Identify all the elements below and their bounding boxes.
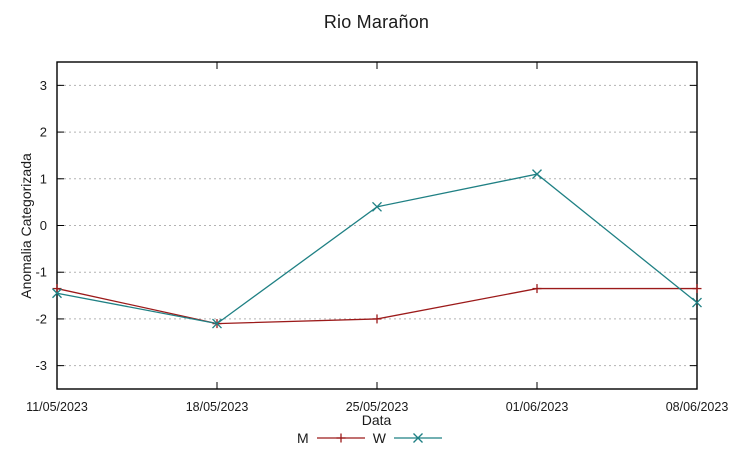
legend-line-sample-m xyxy=(316,433,365,443)
x-axis-label: Data xyxy=(361,412,392,428)
x-tick-label: 08/06/2023 xyxy=(666,400,729,414)
x-tick-label: 01/06/2023 xyxy=(506,400,569,414)
data-point-marker xyxy=(692,297,702,308)
x-tick-label: 25/05/2023 xyxy=(346,400,409,414)
x-tick-label: 18/05/2023 xyxy=(186,400,249,414)
chart-title: Rio Marañon xyxy=(323,12,430,32)
series-line-w xyxy=(56,173,698,325)
data-point-marker xyxy=(532,169,542,180)
data-point-marker xyxy=(412,433,423,443)
legend-label-m: M xyxy=(297,430,309,446)
data-point-marker xyxy=(52,288,62,299)
axis-frame xyxy=(56,61,698,390)
legend-label-w: W xyxy=(372,430,386,446)
legend-entry-w: W xyxy=(373,430,443,446)
y-tick-label: 2 xyxy=(40,125,47,140)
y-tick-label: 3 xyxy=(40,78,47,93)
data-point-marker xyxy=(212,318,222,329)
x-tick-label: 11/05/2023 xyxy=(26,400,88,414)
y-tick-label: 1 xyxy=(40,171,47,186)
data-point-marker xyxy=(372,201,382,212)
legend-line-sample-w xyxy=(393,433,442,443)
y-tick-label: 0 xyxy=(40,218,47,233)
y-tick-label: -3 xyxy=(35,358,47,373)
y-tick-label: -1 xyxy=(35,265,47,280)
chart-legend: M W xyxy=(0,430,740,446)
legend-entry-m: M xyxy=(297,430,366,446)
y-tick-label: -2 xyxy=(35,311,47,326)
